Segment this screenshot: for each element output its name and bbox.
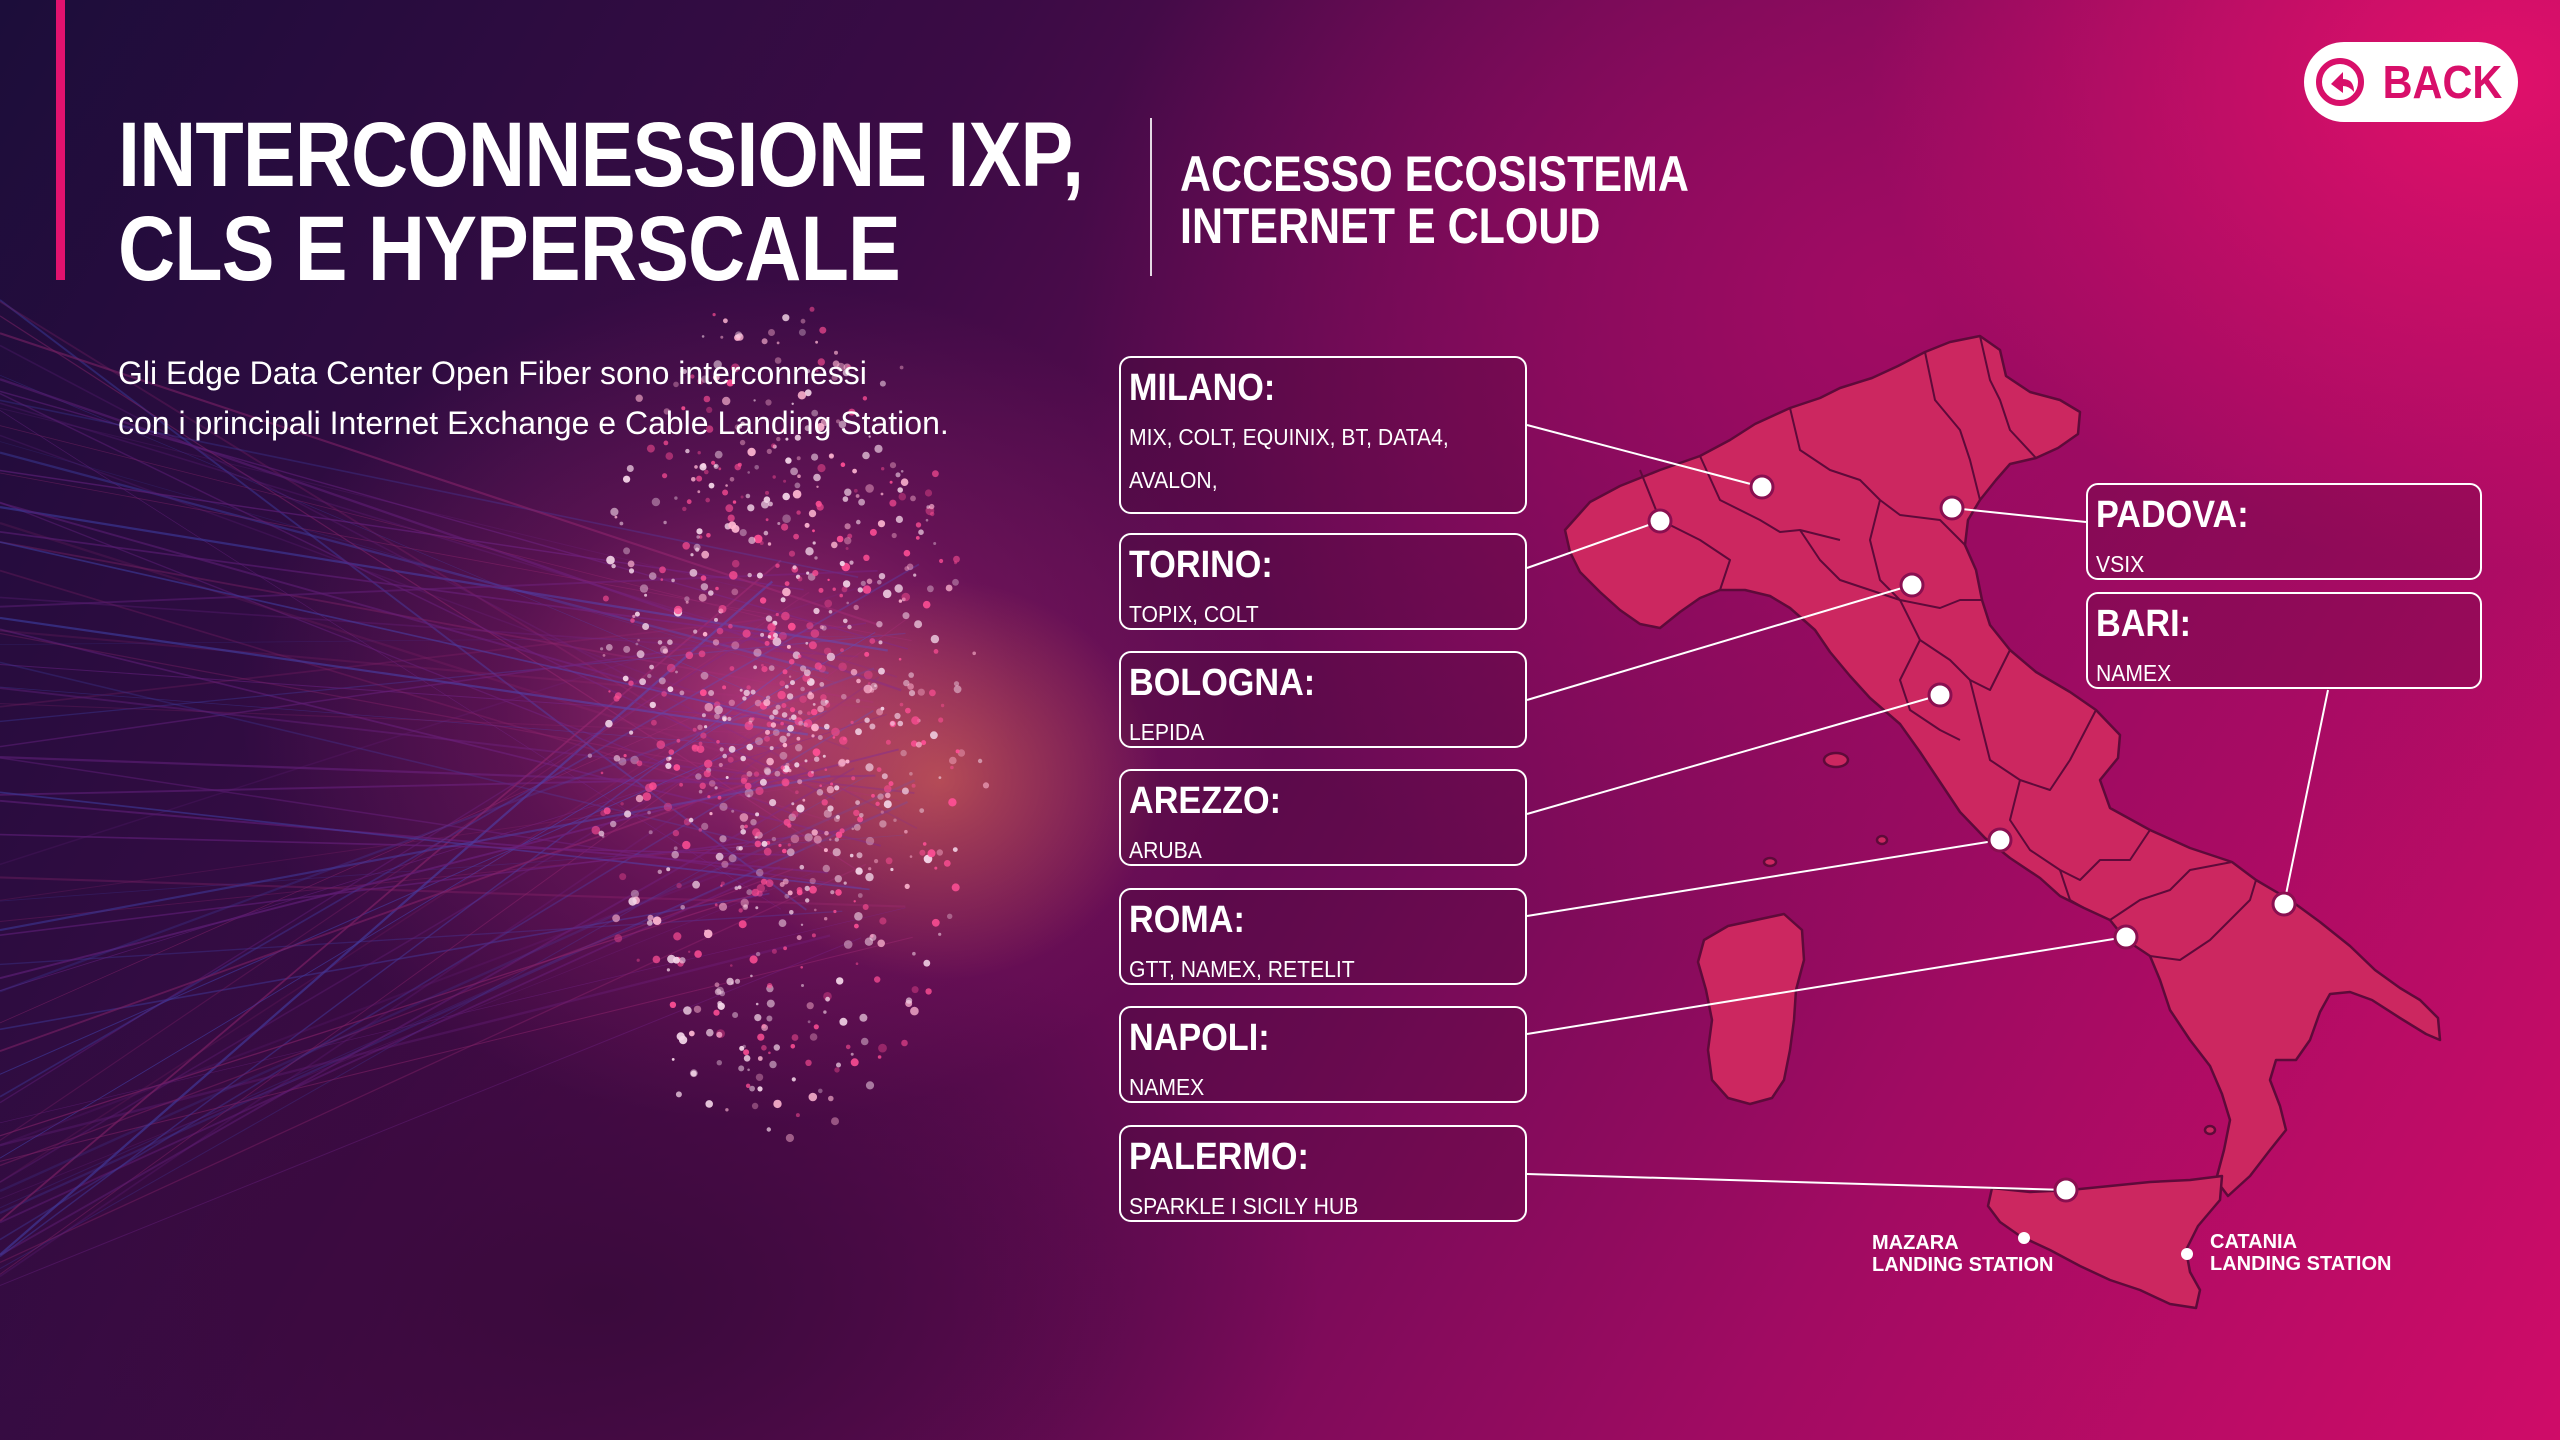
city-box-arezzo: AREZZO: ARUBA xyxy=(1119,769,1527,866)
subtitle-line-2: INTERNET E CLOUD xyxy=(1180,198,1601,254)
page-subtitle: ACCESSO ECOSISTEMA INTERNET E CLOUD xyxy=(1180,148,1689,252)
title-line-2: CLS E HYPERSCALE xyxy=(118,198,901,300)
city-name: PALERMO: xyxy=(1129,1136,1309,1178)
city-name: MILANO: xyxy=(1129,367,1276,409)
station-name: MAZARA xyxy=(1872,1232,1959,1254)
station-name: CATANIA xyxy=(2210,1231,2298,1253)
intro-line-2: con i principali Internet Exchange e Cab… xyxy=(118,405,949,441)
city-box-bologna: BOLOGNA: LEPIDA xyxy=(1119,651,1527,748)
back-arrow-icon xyxy=(2315,58,2364,106)
accent-bar xyxy=(56,0,65,280)
back-button[interactable]: BACK xyxy=(2304,42,2518,122)
title-line-1: INTERCONNESSIONE IXP, xyxy=(118,104,1084,206)
back-button-label: BACK xyxy=(2382,56,2502,108)
city-providers: GTT, NAMEX, RETELIT xyxy=(1129,956,1355,982)
intro-text: Gli Edge Data Center Open Fiber sono int… xyxy=(118,348,1118,448)
city-providers: SPARKLE I SICILY HUB xyxy=(1129,1193,1359,1219)
city-providers: MIX, COLT, EQUINIX, BT, DATA4, AVALON, S… xyxy=(1129,424,1460,512)
city-box-padova: PADOVA: VSIX xyxy=(2086,483,2482,580)
catania-station-label: CATANIA LANDING STATION xyxy=(2210,1231,2391,1275)
city-name: AREZZO: xyxy=(1129,780,1281,822)
city-box-milano: MILANO: MIX, COLT, EQUINIX, BT, DATA4, A… xyxy=(1119,356,1527,514)
city-providers: TOPIX, COLT xyxy=(1129,601,1259,627)
station-type: LANDING STATION xyxy=(2210,1253,2392,1275)
city-name: NAPOLI: xyxy=(1129,1017,1270,1059)
city-name: TORINO: xyxy=(1129,544,1273,586)
station-type: LANDING STATION xyxy=(1872,1254,2054,1276)
city-box-palermo: PALERMO: SPARKLE I SICILY HUB xyxy=(1119,1125,1527,1222)
mazara-station-label: MAZARA LANDING STATION xyxy=(1872,1232,2053,1276)
city-box-torino: TORINO: TOPIX, COLT xyxy=(1119,533,1527,630)
city-name: BARI: xyxy=(2096,603,2191,645)
city-box-roma: ROMA: GTT, NAMEX, RETELIT xyxy=(1119,888,1527,985)
city-providers: LEPIDA xyxy=(1129,719,1205,745)
header-divider xyxy=(1150,118,1152,276)
city-providers: VSIX xyxy=(2096,551,2145,577)
city-box-napoli: NAPOLI: NAMEX xyxy=(1119,1006,1527,1103)
intro-line-1: Gli Edge Data Center Open Fiber sono int… xyxy=(118,355,867,391)
city-name: PADOVA: xyxy=(2096,494,2249,536)
page-title: INTERCONNESSIONE IXP, CLS E HYPERSCALE xyxy=(118,104,1084,300)
city-name: BOLOGNA: xyxy=(1129,662,1316,704)
city-providers: NAMEX xyxy=(1129,1074,1205,1100)
subtitle-line-1: ACCESSO ECOSISTEMA xyxy=(1180,146,1689,202)
city-box-bari: BARI: NAMEX xyxy=(2086,592,2482,689)
city-providers: NAMEX xyxy=(2096,660,2172,686)
city-name: ROMA: xyxy=(1129,899,1245,941)
city-providers: ARUBA xyxy=(1129,837,1202,863)
